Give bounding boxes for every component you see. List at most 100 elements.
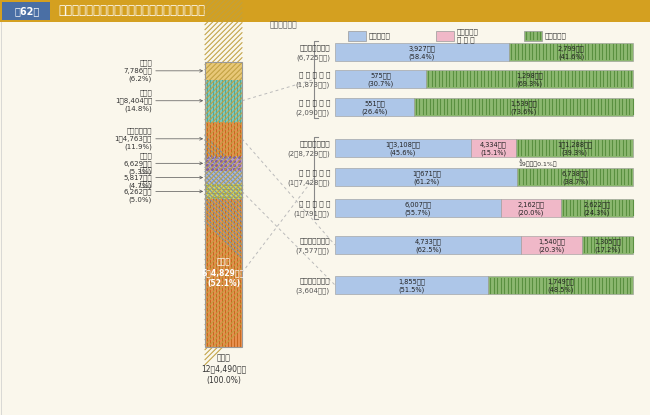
Text: (2兆8,729億円): (2兆8,729億円) (287, 151, 330, 157)
Text: その他
7,786億円
(6.2%): その他 7,786億円 (6.2%) (124, 59, 152, 82)
Text: 1,305億円: 1,305億円 (594, 238, 621, 245)
Text: 1兆3,108億円: 1兆3,108億円 (385, 141, 421, 148)
Bar (471, 139, 516, 157)
Text: (6,725億円): (6,725億円) (296, 55, 330, 61)
Text: (7,577億円): (7,577億円) (296, 248, 330, 254)
Text: (1兆7,428億円): (1兆7,428億円) (287, 180, 330, 186)
Text: (24.3%): (24.3%) (584, 210, 610, 216)
Text: (48.5%): (48.5%) (547, 287, 574, 293)
Text: (55.7%): (55.7%) (405, 210, 431, 216)
Text: (41.6%): (41.6%) (558, 54, 584, 60)
Text: (69.3%): (69.3%) (517, 81, 543, 87)
Text: (58.4%): (58.4%) (409, 54, 436, 60)
Bar (205, 62, 242, 80)
Text: 575億円: 575億円 (370, 72, 391, 79)
Bar (205, 184, 242, 198)
Text: 単独事業費: 単独事業費 (545, 33, 567, 39)
Text: 1,298億円: 1,298億円 (516, 72, 543, 79)
Text: 19億円（0.1%）: 19億円（0.1%） (518, 161, 556, 167)
Text: 農　　地　　費: 農 地 費 (300, 238, 330, 244)
Text: 河 川 海 岸 費: 河 川 海 岸 費 (298, 201, 330, 208)
Text: (1兆791億円): (1兆791億円) (294, 211, 330, 217)
Bar (335, 139, 471, 157)
Text: (39.3%): (39.3%) (562, 150, 588, 156)
Text: (26.4%): (26.4%) (361, 109, 387, 115)
Bar (205, 122, 242, 156)
Text: 2,162億円: 2,162億円 (517, 201, 544, 208)
Bar (205, 80, 242, 122)
Text: 社 会 教 育 費: 社 会 教 育 費 (298, 72, 330, 78)
Text: 6,007億円: 6,007億円 (404, 201, 432, 208)
Text: 3,927億円: 3,927億円 (409, 45, 436, 52)
Bar (335, 236, 521, 254)
Bar (516, 139, 633, 157)
Bar (426, 70, 633, 88)
Text: (51.5%): (51.5%) (398, 287, 425, 293)
Text: 道路橋りょう費: 道路橋りょう費 (300, 141, 330, 147)
Text: 1兆671億円: 1兆671億円 (412, 170, 441, 177)
Text: (62.5%): (62.5%) (415, 247, 441, 253)
Text: 1,539億円: 1,539億円 (510, 100, 537, 107)
Bar (205, 156, 242, 171)
Bar (205, 171, 242, 184)
Text: (38.7%): (38.7%) (562, 179, 588, 185)
Text: 補助事業費: 補助事業費 (369, 33, 391, 39)
Text: 保 健 体 育 費: 保 健 体 育 費 (298, 100, 330, 106)
Bar (348, 31, 366, 41)
Text: 衛生費
6,629億円
(5.3%): 衛生費 6,629億円 (5.3%) (124, 152, 152, 175)
Bar (517, 168, 632, 186)
Bar (560, 199, 633, 217)
Text: (45.6%): (45.6%) (390, 150, 416, 156)
Text: (2,090億円): (2,090億円) (296, 110, 330, 116)
Bar (335, 70, 426, 88)
Bar (335, 168, 517, 186)
Text: 土木費
6兆4,829億円
(52.1%): 土木費 6兆4,829億円 (52.1%) (202, 257, 245, 288)
Bar (413, 98, 633, 116)
Text: 国直轄事業
負 担 金: 国直轄事業 負 担 金 (457, 29, 479, 43)
Bar (335, 43, 509, 61)
Bar (488, 276, 633, 294)
Text: 2,622億円: 2,622億円 (583, 201, 610, 208)
Text: 4,334億円: 4,334億円 (480, 141, 507, 148)
Bar (436, 31, 454, 41)
Bar (335, 98, 413, 116)
Text: 〔主要費目〕: 〔主要費目〕 (270, 20, 298, 29)
Text: (15.1%): (15.1%) (480, 150, 506, 156)
Text: 総務費
6,262億円
(5.0%): 総務費 6,262億円 (5.0%) (124, 180, 152, 203)
Text: (1,873億円): (1,873億円) (296, 82, 330, 88)
Text: (30.7%): (30.7%) (368, 81, 394, 87)
Text: 第62図: 第62図 (14, 6, 40, 16)
Bar (335, 199, 501, 217)
Bar (509, 43, 633, 61)
Bar (521, 236, 582, 254)
Text: 清　　掃　　費: 清 掃 費 (300, 278, 330, 284)
Text: 1兆1,288億円: 1兆1,288億円 (557, 141, 592, 148)
Text: 1,855億円: 1,855億円 (398, 278, 425, 285)
Text: (73.6%): (73.6%) (510, 109, 536, 115)
Text: 2,799億円: 2,799億円 (558, 45, 584, 52)
Text: 教育費
1兆8,404億円
(14.8%): 教育費 1兆8,404億円 (14.8%) (115, 89, 152, 112)
Text: (20.3%): (20.3%) (538, 247, 565, 253)
Bar (335, 276, 488, 294)
Text: 551億円: 551億円 (364, 100, 385, 107)
Text: 4,733億円: 4,733億円 (415, 238, 441, 245)
Text: 1,749億円: 1,749億円 (547, 278, 574, 285)
Bar (582, 236, 633, 254)
Text: 農林水産業費
1兆4,763億円
(11.9%): 農林水産業費 1兆4,763億円 (11.9%) (114, 127, 152, 150)
Bar (524, 31, 542, 41)
Text: 1,540億円: 1,540億円 (538, 238, 565, 245)
Text: 6,738億円: 6,738億円 (562, 170, 588, 177)
Text: (61.2%): (61.2%) (413, 179, 439, 185)
Text: 民生費
5,817億円
(4.7%): 民生費 5,817億円 (4.7%) (124, 166, 152, 189)
Bar (205, 62, 242, 347)
Text: 都 市 計 画 費: 都 市 計 画 費 (298, 170, 330, 176)
Text: (20.0%): (20.0%) (517, 210, 544, 216)
Bar (205, 198, 242, 347)
Bar (0, 0, 650, 22)
Text: 普通建設事業費の目的別（補助・単独）の状況: 普通建設事業費の目的別（補助・単独）の状況 (58, 5, 205, 17)
Text: 小　学　校　費: 小 学 校 費 (300, 45, 330, 51)
Bar (2, 2, 50, 20)
Text: (3,604億円): (3,604億円) (296, 288, 330, 294)
Text: (17.2%): (17.2%) (594, 247, 621, 253)
Bar (501, 199, 560, 217)
